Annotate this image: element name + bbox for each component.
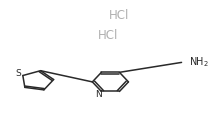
Text: S: S: [15, 69, 21, 79]
Text: N: N: [95, 90, 102, 99]
Text: NH$_2$: NH$_2$: [189, 55, 209, 69]
Text: HCl: HCl: [98, 29, 119, 42]
Text: HCl: HCl: [109, 9, 129, 22]
